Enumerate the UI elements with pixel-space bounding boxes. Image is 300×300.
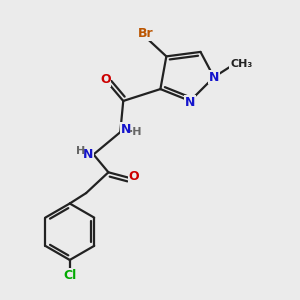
Text: CH₃: CH₃ — [230, 59, 252, 69]
Text: H: H — [76, 146, 85, 156]
Text: O: O — [100, 73, 111, 86]
Text: N: N — [185, 96, 195, 109]
Text: N: N — [83, 148, 93, 161]
Text: ·H: ·H — [129, 127, 142, 137]
Text: N: N — [121, 123, 131, 136]
Text: Cl: Cl — [63, 269, 76, 282]
Text: Br: Br — [138, 27, 153, 40]
Text: O: O — [128, 170, 139, 183]
Text: N: N — [209, 71, 219, 84]
